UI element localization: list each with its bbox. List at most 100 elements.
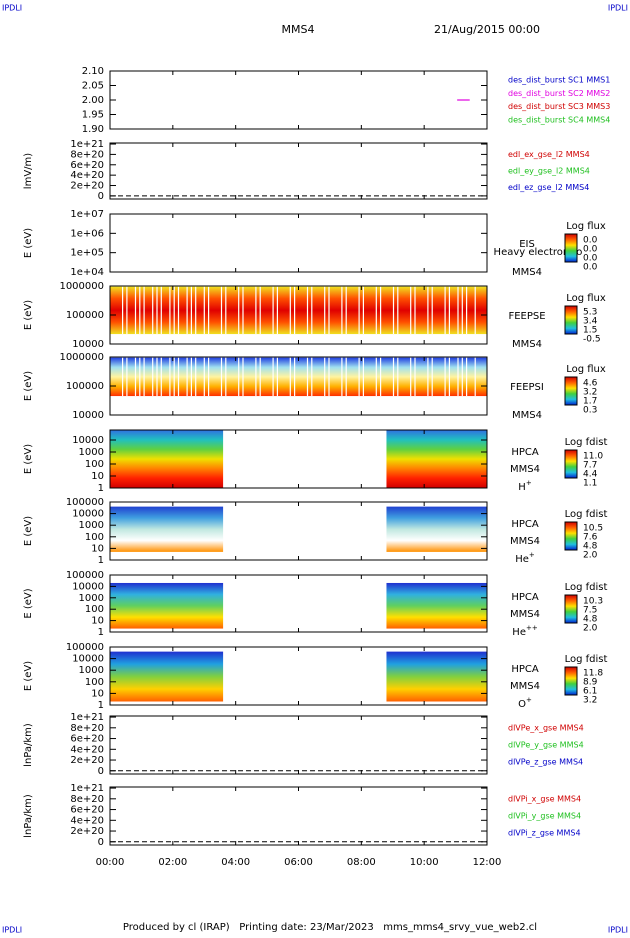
x-tick-label: 04:00 [221, 857, 250, 868]
species: He [512, 627, 526, 638]
instrument-label: HPCA [511, 592, 539, 603]
species-label: He+ [515, 551, 535, 565]
charge: + [526, 696, 532, 704]
y-tick-label: 10000 [72, 509, 104, 520]
y-tick-label: 1.90 [82, 124, 104, 135]
colorbar-tick-label: 0.0 [583, 263, 598, 273]
y-tick-label: 1 [98, 627, 104, 638]
y-tick-label: 2e+20 [70, 181, 104, 192]
y-tick-label: 8e+20 [70, 149, 104, 160]
y-axis-label: lnPa/km) [23, 723, 34, 767]
legend-entry: edl_ez_gse_l2 MMS4 [508, 183, 589, 192]
y-tick-label: 100 [85, 604, 104, 615]
legend-entry: dlVPe_y_gse MMS4 [508, 741, 584, 750]
colorbar-tick-label: 1.1 [583, 479, 597, 489]
colorbar-tick-label: 3.4 [583, 317, 598, 327]
legend-entry: dlVPe_z_gse MMS4 [508, 758, 583, 767]
y-tick-label: 10000 [72, 581, 104, 592]
colorbar-tick-label: 3.2 [583, 696, 597, 706]
y-tick-label: 1e+04 [70, 267, 104, 278]
species-label: He++ [512, 624, 538, 638]
footer: Produced by cl (IRAP) Printing date: 23/… [123, 922, 537, 933]
spectrogram-block [110, 430, 224, 488]
y-tick-label: 1e+21 [70, 139, 104, 150]
colorbar-tick-label: 8.9 [583, 678, 598, 688]
y-tick-label: 100000 [66, 310, 104, 321]
instrument-label: MMS4 [512, 339, 542, 350]
colorbar-tick-label: 10.5 [583, 524, 603, 534]
panel-frame [109, 213, 488, 273]
colorbar-tick-label: 6.1 [583, 687, 597, 697]
colorbar-title: Log flux [566, 293, 606, 304]
colorbar-tick-label: 5.3 [583, 308, 597, 318]
y-tick-label: 2.05 [82, 81, 104, 92]
y-tick-label: 1 [98, 555, 104, 566]
y-tick-label: 1000 [79, 520, 104, 531]
spectrogram-block [386, 430, 487, 488]
y-tick-label: 100 [85, 532, 104, 543]
colorbar-tick-label: -0.5 [583, 335, 601, 345]
x-tick-label: 08:00 [347, 857, 376, 868]
y-tick-label: 1000 [79, 447, 104, 458]
y-tick-label: 10 [91, 471, 104, 482]
y-tick-label: 1000 [79, 665, 104, 676]
y-tick-label: 10 [91, 543, 104, 554]
spectrogram-block [110, 582, 224, 629]
colorbar-title: Log flux [566, 221, 606, 232]
instrument-label: HPCA [511, 664, 539, 675]
spectrogram-block [110, 506, 224, 552]
colorbar-tick-label: 10.3 [583, 597, 603, 607]
instrument-label: HPCA [511, 447, 539, 458]
y-tick-label: 1e+21 [70, 783, 104, 794]
y-axis-label: E (eV) [23, 371, 34, 401]
instrument-label: MMS4 [510, 536, 540, 547]
colorbar-title: Log fdist [565, 509, 608, 520]
legend-entry: dlVPi_y_gse MMS4 [508, 812, 581, 821]
colorbar-tick-label: 1.7 [583, 397, 597, 407]
y-tick-label: 1.95 [82, 110, 104, 121]
y-axis-label: E (eV) [23, 444, 34, 474]
legend-entry: des_dist_burst SC4 MMS4 [508, 115, 610, 124]
legend-entry: des_dist_burst SC1 MMS1 [508, 76, 610, 85]
corner-label: IPDLI [2, 4, 22, 13]
y-tick-label: 100 [85, 677, 104, 688]
y-tick-label: 2.10 [82, 66, 104, 77]
y-tick-label: 100000 [66, 381, 104, 392]
corner-label: IPDLI [608, 4, 628, 13]
y-tick-label: 6e+20 [70, 160, 104, 171]
y-tick-label: 10000 [72, 339, 104, 350]
colorbar [564, 233, 578, 263]
species-label: O+ [518, 696, 532, 710]
colorbar-tick-label: 7.5 [583, 606, 597, 616]
y-tick-label: 4e+20 [70, 170, 104, 181]
spacecraft: MMS4 [282, 23, 315, 36]
colorbar [564, 521, 578, 551]
spectrogram-block [386, 582, 487, 629]
colorbar-tick-label: 3.2 [583, 388, 597, 398]
instrument-label: MMS4 [510, 464, 540, 475]
colorbar-tick-label: 11.0 [583, 452, 603, 462]
legend-entry: edl_ey_gse_l2 MMS4 [508, 167, 590, 176]
legend-entry: des_dist_burst SC2 MMS2 [508, 89, 610, 98]
y-tick-label: 1000000 [59, 281, 104, 292]
y-tick-label: 1e+07 [70, 209, 104, 220]
legend-entry: dlVPe_x_gse MMS4 [508, 723, 584, 732]
note: Heavy electron to [494, 247, 583, 258]
colorbar-tick-label: 4.8 [583, 542, 598, 552]
y-tick-label: 100000 [66, 642, 104, 653]
panel-frame [109, 786, 488, 846]
species: O [518, 699, 526, 710]
species: He [515, 554, 529, 565]
x-tick-label: 00:00 [96, 857, 125, 868]
y-tick-label: 1000 [79, 593, 104, 604]
x-tick-label: 12:00 [473, 857, 502, 868]
colorbar-tick-label: 4.8 [583, 615, 598, 625]
y-tick-label: 0 [98, 837, 104, 848]
y-tick-label: 4e+20 [70, 815, 104, 826]
legend-entry: dlVPi_x_gse MMS4 [508, 794, 581, 803]
y-tick-label: 10 [91, 688, 104, 699]
y-axis-label: E (eV) [23, 300, 34, 330]
y-tick-label: 4e+20 [70, 744, 104, 755]
y-tick-label: 8e+20 [70, 794, 104, 805]
